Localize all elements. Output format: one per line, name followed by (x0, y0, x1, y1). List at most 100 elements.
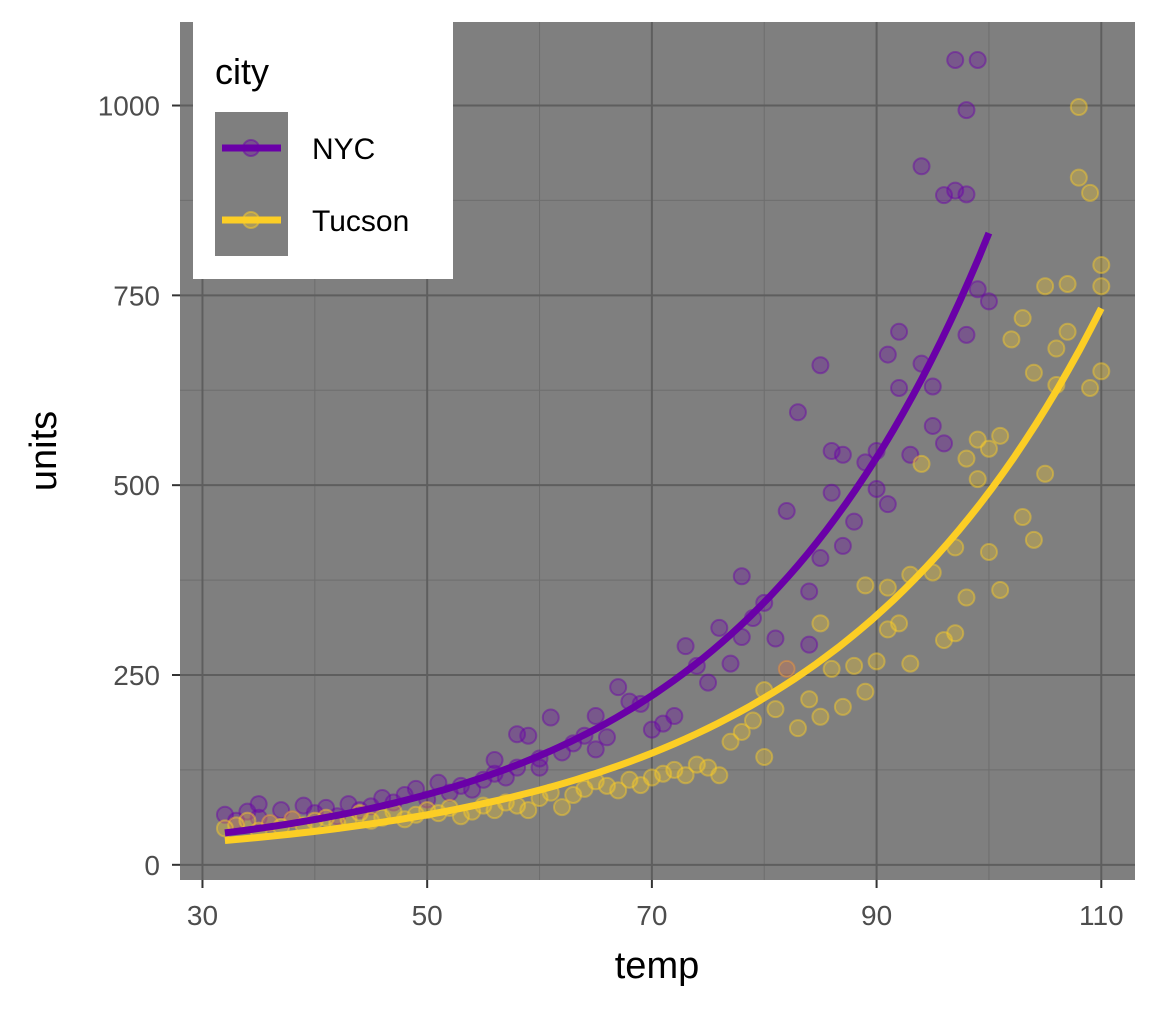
point-tucson (665, 760, 684, 779)
point-nyc (833, 536, 852, 555)
point-nyc (609, 678, 628, 697)
point-tucson (597, 776, 616, 795)
point-tucson (901, 654, 920, 673)
point-tucson (609, 781, 628, 800)
point-nyc (272, 801, 291, 820)
point-tucson (642, 768, 661, 787)
point-tucson (1058, 274, 1077, 293)
point-tucson (912, 454, 931, 473)
point-tucson (1036, 277, 1055, 296)
point-nyc (800, 635, 819, 654)
point-nyc (935, 434, 953, 453)
point-nyc (676, 637, 695, 656)
point-nyc (485, 751, 504, 770)
point-tucson (575, 779, 594, 798)
point-tucson (755, 747, 774, 766)
point-nyc (811, 356, 830, 375)
fit-line-nyc (224, 231, 993, 837)
point-nyc (654, 714, 673, 733)
point-tucson (1013, 508, 1032, 527)
point-nyc (811, 549, 830, 568)
point-tucson (1024, 530, 1043, 549)
point-tucson (631, 776, 650, 795)
point-tucson (676, 766, 695, 785)
x-axis-title: temp (615, 945, 699, 987)
y-axis-title: units (23, 411, 65, 491)
legend-title: city (215, 51, 269, 92)
point-tucson (721, 732, 740, 751)
point-nyc (968, 50, 987, 69)
point-nyc (777, 659, 796, 678)
point-tucson (1069, 168, 1088, 187)
point-tucson (1013, 309, 1032, 328)
point-nyc (957, 101, 976, 120)
legend-label-nyc: NYC (312, 133, 375, 166)
point-nyc (822, 442, 841, 460)
data-points (215, 50, 1111, 840)
point-nyc (912, 157, 931, 176)
x-tick-label: 50 (412, 900, 443, 931)
point-nyc (946, 181, 965, 200)
point-tucson (1058, 322, 1077, 341)
point-tucson (699, 758, 718, 777)
point-tucson (811, 707, 830, 726)
point-tucson (833, 697, 852, 716)
point-nyc (890, 322, 909, 341)
point-nyc (215, 805, 234, 824)
point-nyc (777, 501, 796, 520)
point-nyc (979, 292, 998, 311)
point-tucson (991, 580, 1010, 599)
point-nyc (878, 345, 897, 364)
point-nyc (508, 725, 527, 744)
point-tucson (654, 764, 673, 783)
point-nyc (710, 618, 729, 637)
point-nyc (249, 795, 268, 814)
point-nyc (878, 495, 897, 514)
point-tucson (564, 785, 583, 804)
point-tucson (777, 659, 796, 678)
point-tucson (620, 770, 639, 789)
point-tucson (710, 766, 729, 785)
legend: city NYC Tucson (193, 22, 453, 279)
point-nyc (586, 740, 605, 759)
y-tick-label: 250 (113, 660, 160, 691)
x-axis: 30 50 70 90 110 (187, 880, 1124, 931)
point-nyc (721, 654, 740, 673)
point-tucson (687, 755, 706, 774)
point-nyc (699, 673, 718, 692)
point-tucson (957, 449, 976, 468)
point-tucson (856, 576, 875, 595)
point-nyc (732, 567, 751, 586)
point-nyc (665, 706, 684, 725)
point-tucson (845, 656, 864, 675)
point-nyc (833, 445, 852, 464)
point-nyc (957, 325, 976, 344)
point-tucson (811, 614, 830, 633)
point-nyc (586, 706, 605, 725)
point-nyc (890, 378, 909, 397)
point-tucson (1036, 464, 1055, 483)
legend-label-tucson: Tucson (312, 205, 409, 238)
point-tucson (979, 439, 998, 458)
point-tucson (1002, 330, 1021, 349)
point-tucson (935, 631, 953, 650)
y-tick-label: 750 (113, 280, 160, 311)
point-tucson (766, 700, 785, 719)
point-tucson (732, 722, 751, 741)
point-nyc (923, 416, 942, 435)
point-nyc (238, 802, 257, 821)
point-tucson (1092, 255, 1111, 274)
point-nyc (642, 720, 661, 739)
point-nyc (822, 483, 841, 502)
point-tucson (878, 620, 897, 639)
x-tick-label: 110 (1079, 900, 1124, 931)
point-nyc (294, 796, 313, 815)
point-nyc (541, 708, 560, 727)
point-tucson (1081, 183, 1100, 202)
point-tucson (822, 659, 841, 678)
point-tucson (968, 430, 987, 449)
point-tucson (968, 470, 987, 489)
point-nyc (800, 582, 819, 601)
point-nyc (923, 377, 942, 396)
point-nyc (968, 280, 987, 299)
